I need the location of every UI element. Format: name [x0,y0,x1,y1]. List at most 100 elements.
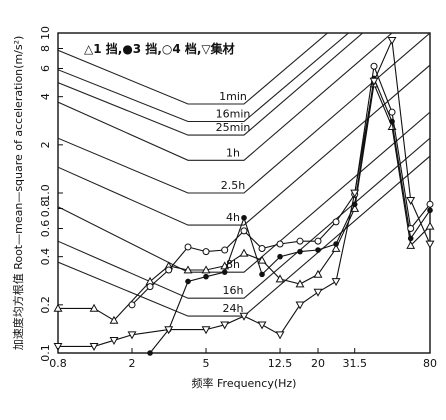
series-1 [147,75,433,356]
limit-curve-label-3: 1h [226,146,240,159]
series-line-2 [131,64,431,306]
series-1-point-15 [427,207,433,214]
series-1-point-2 [185,278,191,285]
series-2-point-15 [407,224,415,232]
y-tick-label-9: 8 [39,45,52,52]
x-tick-label-1: 2 [129,357,136,370]
series-1-point-0 [147,350,153,356]
series-3-point-9 [275,331,285,340]
limit-curve-0 [58,33,329,105]
series-2-point-16 [426,200,434,208]
series-3-point-13 [350,189,360,198]
ticks-layer: 0.8 2 5 12.5 20 31.5 800.10.20.40.60.81.024681… [39,26,437,370]
series-0-point-17 [406,240,416,249]
series-line-3 [58,38,431,347]
series-2-point-4 [202,248,210,256]
x-tick-label-2: 5 [203,357,210,370]
limit-curve-label-1: 16min [216,107,251,120]
series-1-point-7 [277,253,283,260]
limit-curve-label-0: 1min [219,90,247,103]
series-3-point-14 [369,77,379,86]
series-0-point-11 [295,279,305,288]
y-tick-label-1: 0.2 [39,296,52,314]
series-2-point-7 [258,244,266,252]
series-1-point-10 [333,241,339,247]
limit-curve-4 [58,33,430,194]
y-tick-label-5: 1.0 [39,184,52,202]
series-line-1 [149,76,431,354]
limit-curve-label-8: 24h [223,302,244,315]
series-1-point-6 [259,271,265,278]
limit-curve-2 [58,33,364,136]
x-tick-label-5: 31.5 [342,357,367,370]
series-3-point-10 [295,301,305,310]
series-3-point-6 [220,321,230,330]
x-tick-label-3: 12.5 [268,357,293,370]
limit-curve-label-7: 16h [223,284,244,297]
series-3 [53,36,435,352]
series-2-point-2 [165,266,173,274]
limit-curve-5 [58,64,430,226]
y-tick-label-4: 0.8 [39,200,52,218]
limit-curve-3 [58,33,393,161]
series-3-point-12 [331,278,341,287]
series-0-point-9 [257,255,267,264]
series-3-point-1 [89,342,99,352]
y-tick-label-7: 4 [39,93,52,100]
y-tick-label-6: 2 [39,141,52,148]
limit-curve-label-4: 2.5h [221,179,245,192]
series-layer [53,36,435,356]
legend-text: △1 挡,●3 挡,○4 档,▽集材 [84,41,235,56]
series-0-point-8 [239,248,249,257]
x-tick-label-4: 20 [311,357,325,370]
series-2-point-1 [146,283,154,291]
series-1-point-8 [297,248,303,255]
series-2 [128,62,434,309]
legend-box [78,38,288,58]
series-0-point-0 [53,303,63,312]
series-3-point-7 [239,312,249,321]
series-3-point-3 [127,331,137,340]
series-0-point-5 [183,265,193,274]
series-0-point-13 [331,243,341,252]
series-3-point-16 [406,196,416,205]
series-2-point-10 [314,237,322,245]
series-1-point-4 [221,269,228,275]
series-1-point-5 [241,214,247,221]
series-2-point-8 [276,240,284,248]
series-3-point-4 [164,326,174,335]
series-1-point-9 [315,247,321,253]
series-3-point-5 [201,326,211,335]
series-2-point-6 [240,227,248,235]
series-0-point-10 [275,274,285,283]
y-tick-label-2: 0.4 [39,248,52,266]
series-0-point-12 [313,269,323,278]
series-3-point-8 [257,321,267,330]
series-2-point-9 [296,237,304,245]
x-tick-label-6: 80 [423,357,437,370]
y-tick-label-3: 0.6 [39,220,52,238]
series-0-point-1 [89,303,99,312]
y-tick-label-10: 10 [39,26,52,40]
limit-curve-6 [58,111,430,273]
y-tick-label-8: 6 [39,65,52,72]
series-3-point-0 [53,342,63,352]
series-1-point-11 [351,201,358,208]
limit-curve-1 [58,33,350,123]
limit-curve-label-2: 25min [216,121,251,134]
x-tick-label-0: 0.8 [49,357,67,370]
series-2-point-0 [128,301,136,309]
series-3-point-15 [387,36,397,45]
x-axis-title: 频率 Frequency(Hz) [192,376,297,390]
limit-curve-label-6: 8h [226,258,240,271]
series-1-point-3 [203,273,209,280]
series-2-point-11 [332,218,340,226]
y-tick-label-0: 0.1 [39,344,52,362]
limit-curve-7 [58,137,430,299]
series-2-point-3 [184,243,192,251]
series-0-point-6 [201,265,211,274]
series-1-point-14 [407,235,414,242]
